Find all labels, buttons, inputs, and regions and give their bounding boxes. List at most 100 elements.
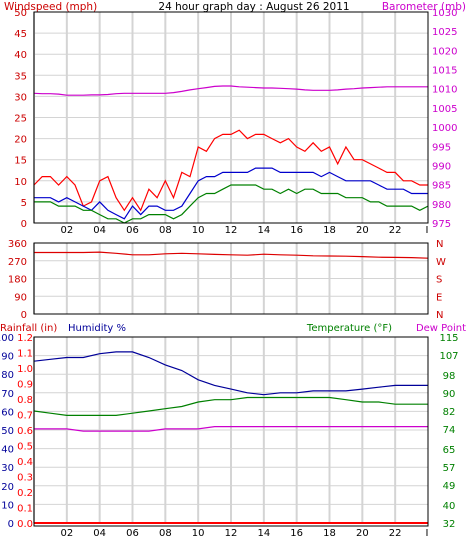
temperature-ytick-label: 40 — [443, 501, 456, 512]
wind-series-avg-line — [34, 167, 428, 220]
wind-xtick-label: 08 — [159, 225, 172, 236]
humidity-ytick-label: 10 — [1, 500, 14, 511]
wind-xtick-label: 22 — [389, 225, 402, 236]
rainfall-ytick-label: 0.1 — [17, 504, 33, 515]
humidity-ytick-label: 100 — [0, 333, 14, 344]
wind-ytick-label: 40 — [14, 50, 27, 61]
barometer-ytick-label: 1030 — [432, 8, 457, 19]
wind-ytick-label: 15 — [14, 156, 27, 167]
wind-axis-label: Windspeed (mph) — [4, 1, 97, 13]
rainfall-ytick-label: 1.1 — [17, 349, 33, 360]
barometer-ytick-label: 980 — [432, 200, 451, 211]
compass-label: E — [436, 292, 442, 303]
wind-ytick-label: 20 — [14, 135, 27, 146]
rainfall-axis-label: Rainfall (in) — [0, 323, 57, 334]
direction-line — [34, 251, 429, 259]
temperature-ytick-label: 74 — [443, 425, 456, 436]
barometer-ytick-label: 995 — [432, 142, 451, 153]
wind-xtick-label: 02 — [60, 225, 73, 236]
barometer-ytick-label: 1015 — [432, 66, 457, 77]
climate-xtick-label: 04 — [93, 528, 106, 539]
direction-ytick-label: 0 — [21, 310, 27, 321]
barometer-axis-label: Barometer (mb) — [382, 1, 466, 13]
barometer-ytick-label: 1005 — [432, 104, 457, 115]
wind-ytick-label: 0 — [21, 219, 27, 230]
wind-xtick-label: 10 — [192, 225, 205, 236]
wind-ytick-label: 45 — [14, 29, 27, 40]
temperature-ytick-label: 115 — [439, 333, 458, 344]
wind-xtick-label: I — [426, 225, 429, 236]
rainfall-ytick-label: 0.3 — [17, 473, 33, 484]
data-lines — [33, 85, 429, 524]
climate-xtick-label: 22 — [389, 528, 402, 539]
climate-xtick-label: 12 — [225, 528, 238, 539]
wind-series-barometer-line — [33, 85, 428, 96]
barometer-ytick-label: 1010 — [432, 85, 457, 96]
humidity-ytick-label: 80 — [1, 370, 14, 381]
climate-series-humidity-line — [33, 351, 428, 396]
humidity-ytick-label: 70 — [1, 389, 14, 400]
humidity-ytick-label: 90 — [1, 352, 14, 363]
compass-label: S — [436, 275, 442, 286]
wind-xtick-label: 12 — [225, 225, 238, 236]
barometer-ytick-label: 990 — [432, 161, 451, 172]
humidity-ytick-label: 0 — [8, 519, 14, 530]
wind-ytick-label: 35 — [14, 71, 27, 82]
temperature-ytick-label: 82 — [443, 407, 456, 418]
climate-xtick-label: 18 — [323, 528, 336, 539]
wind-ytick-label: 10 — [14, 177, 27, 188]
wind-series-low-line — [34, 184, 429, 224]
chart-title: 24 hour graph day : August 26 2011 — [158, 1, 349, 13]
rainfall-ytick-label: 0.2 — [17, 488, 33, 499]
wind-xtick-label: 06 — [126, 225, 139, 236]
rainfall-ytick-label: 0.9 — [17, 380, 33, 391]
climate-xtick-label: I — [426, 528, 429, 539]
humidity-ytick-label: 20 — [1, 482, 14, 493]
compass-label: N — [436, 239, 443, 250]
temperature-ytick-label: 90 — [443, 389, 456, 400]
barometer-ytick-label: 1020 — [432, 46, 457, 57]
climate-series-dewpoint-line — [34, 426, 428, 432]
barometer-ytick-label: 1025 — [432, 27, 457, 38]
rainfall-ytick-label: 0.5 — [17, 442, 33, 453]
wind-ytick-label: 5 — [21, 198, 27, 209]
barometer-ytick-label: 975 — [432, 219, 451, 230]
wind-ytick-label: 50 — [14, 8, 27, 19]
temperature-ytick-label: 57 — [443, 463, 456, 474]
direction-ytick-label: 270 — [8, 257, 27, 268]
climate-xtick-label: 14 — [257, 528, 270, 539]
temperature-ytick-label: 65 — [443, 445, 456, 456]
temperature-ytick-label: 32 — [443, 519, 456, 530]
humidity-ytick-label: 60 — [1, 407, 14, 418]
temperature-ytick-label: 98 — [443, 371, 456, 382]
wind-xtick-label: 16 — [290, 225, 303, 236]
direction-ytick-label: 360 — [8, 239, 27, 250]
wind-ytick-label: 25 — [14, 114, 27, 125]
humidity-ytick-label: 50 — [1, 426, 14, 437]
rainfall-ytick-label: 0.0 — [17, 519, 33, 530]
wind-xtick-label: 20 — [356, 225, 369, 236]
rainfall-ytick-label: 0.8 — [17, 395, 33, 406]
rainfall-ytick-label: 0.4 — [17, 457, 33, 468]
wind-series-gust-line — [33, 129, 428, 212]
wind-xtick-label: 04 — [93, 225, 106, 236]
humidity-ytick-label: 30 — [1, 463, 14, 474]
humidity-ytick-label: 40 — [1, 445, 14, 456]
tick-labels: 0510152025303540455097598098599099510001… — [0, 8, 459, 539]
climate-panel-frame — [33, 336, 429, 527]
dewpoint-axis-label: Dew Point — [416, 323, 466, 334]
rainfall-ytick-label: 1.0 — [17, 364, 33, 375]
temperature-ytick-label: 49 — [443, 481, 456, 492]
humidity-axis-label: Humidity % — [68, 323, 126, 334]
climate-series-temperature-line — [33, 396, 428, 416]
direction-ytick-label: 180 — [8, 275, 27, 286]
gridlines — [33, 11, 428, 524]
climate-xtick-label: 08 — [159, 528, 172, 539]
barometer-ytick-label: 985 — [432, 181, 451, 192]
compass-label: W — [436, 257, 446, 268]
compass-label: N — [436, 310, 443, 321]
wind-xtick-label: 14 — [257, 225, 270, 236]
rainfall-ytick-label: 0.6 — [17, 426, 33, 437]
